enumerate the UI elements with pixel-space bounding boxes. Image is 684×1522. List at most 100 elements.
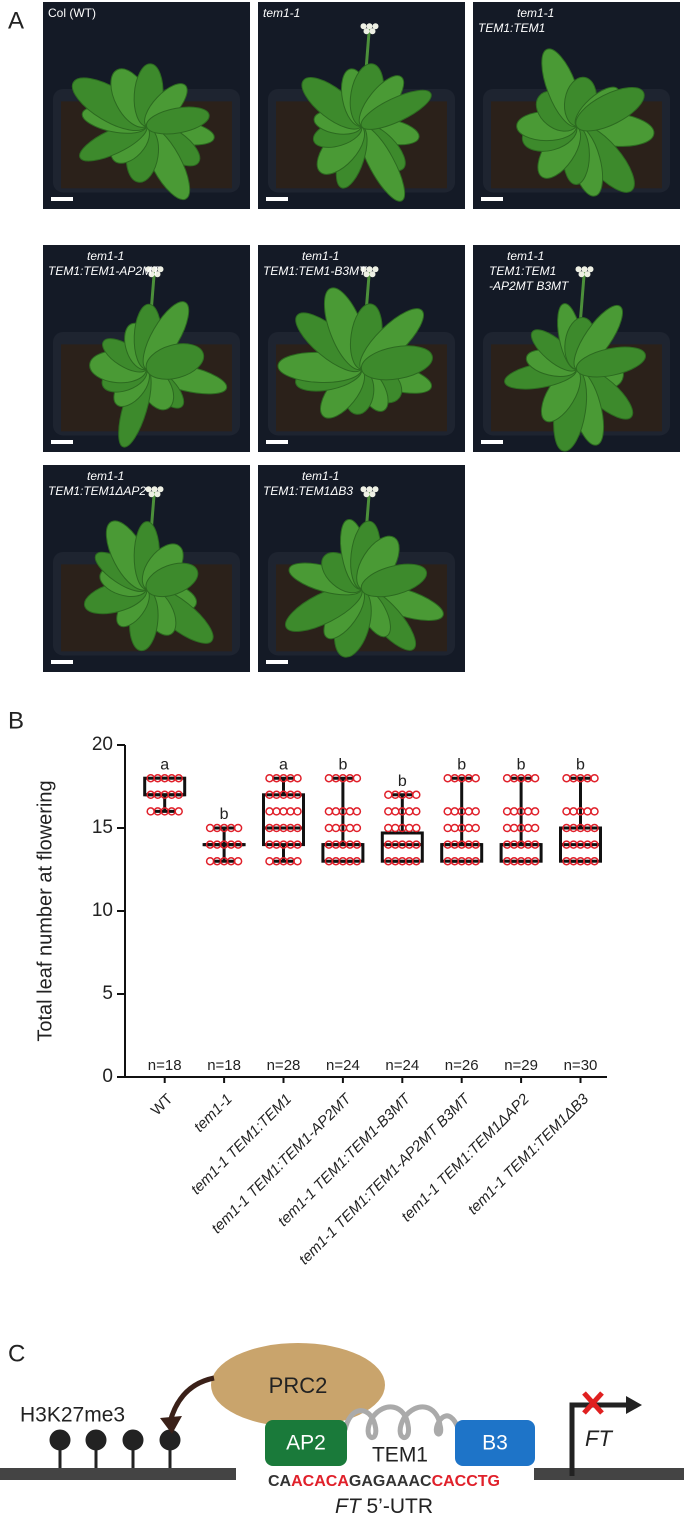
data-point <box>412 807 421 816</box>
panel-label: A <box>8 7 24 34</box>
data-point <box>523 823 533 833</box>
data-point <box>509 823 519 833</box>
data-point <box>324 823 334 833</box>
data-point <box>562 773 571 783</box>
data-point <box>530 807 540 816</box>
data-point <box>530 823 540 833</box>
scale-bar <box>266 660 288 664</box>
scale-bar <box>481 197 503 201</box>
flower <box>366 266 373 273</box>
photo-panel: Col (WT) tem1-1 tem1-1TEM1:TEM1tem1-1TEM1:… <box>43 2 680 672</box>
data-point <box>502 823 512 833</box>
n-label: n=26 <box>445 1057 479 1074</box>
data-point <box>502 807 512 816</box>
data-point <box>265 773 274 783</box>
data-point <box>293 790 302 800</box>
leaf <box>575 346 646 378</box>
flower <box>363 271 370 278</box>
scale-bar <box>51 197 73 201</box>
coil <box>342 1404 461 1441</box>
n-label: n=24 <box>385 1057 419 1074</box>
data-point <box>391 807 400 816</box>
box <box>380 831 424 863</box>
data-point <box>530 856 540 866</box>
flower <box>581 266 588 273</box>
sequence-segment: ACACA <box>291 1473 349 1490</box>
gene-label: FT <box>585 1426 613 1451</box>
photo: Col (WT) <box>43 2 250 209</box>
x-tick-label: WT <box>148 1091 177 1120</box>
diagram: PRC2 H3K27me3 AP2 TEM1 B3 FT CAACACAGAGA… <box>0 1343 684 1518</box>
nucleosomes <box>49 1429 181 1468</box>
n-label: n=18 <box>207 1057 241 1074</box>
flower <box>360 266 367 273</box>
n-label: n=18 <box>148 1057 182 1074</box>
flower <box>369 271 376 278</box>
flower <box>578 271 585 278</box>
data-point <box>233 840 243 849</box>
data-point <box>205 856 215 866</box>
photo-caption: tem1-1 <box>507 249 544 263</box>
sequence: CAACACAGAGAAACCACCTG <box>268 1473 500 1490</box>
photo-caption: TEM1:TEM1 <box>489 264 556 278</box>
data-point <box>509 807 519 816</box>
photo: tem1-1 <box>258 2 465 209</box>
data-point <box>443 773 452 783</box>
data-point <box>523 807 533 816</box>
photo-caption: TEM1:TEM1 <box>478 21 545 35</box>
photo-caption: tem1-1 <box>87 469 124 483</box>
scale-bar <box>481 440 503 444</box>
promoter-arrow <box>569 1402 628 1476</box>
flower <box>369 28 376 35</box>
significance-letter: b <box>338 756 347 773</box>
b3-label: B3 <box>482 1432 508 1455</box>
flower <box>372 23 379 30</box>
box-group: b <box>321 756 365 866</box>
sequence-segment: GAGAAAC <box>349 1473 432 1490</box>
y-tick-label: 15 <box>92 817 113 838</box>
data-point <box>412 790 421 800</box>
ap2-label: AP2 <box>286 1432 326 1455</box>
photo-caption: Col (WT) <box>48 6 96 20</box>
flower <box>151 486 158 493</box>
y-axis-label: Total leaf number at flowering <box>34 780 56 1041</box>
flower <box>363 491 370 498</box>
data-point <box>391 823 400 833</box>
x-tick-label: tem1-1 <box>191 1091 236 1136</box>
data-point <box>530 773 540 783</box>
leaf <box>145 562 199 598</box>
data-point <box>464 823 473 833</box>
repression-mark <box>582 1391 604 1415</box>
significance-letter: b <box>457 756 466 773</box>
data-point <box>293 856 302 866</box>
data-point <box>345 823 355 833</box>
data-point <box>471 807 480 816</box>
box-group: b <box>202 806 246 866</box>
data-point <box>174 790 183 800</box>
y-tick-label: 5 <box>102 983 113 1004</box>
photo-caption: -AP2MT B3MT <box>489 279 570 293</box>
data-point <box>384 790 393 800</box>
flower <box>575 266 582 273</box>
panel-label: C <box>8 1340 25 1367</box>
dna <box>0 1468 236 1480</box>
utr-gene: FT <box>335 1495 363 1518</box>
photo-caption: tem1-1 <box>87 249 124 263</box>
leaf <box>575 86 645 132</box>
photo-caption: TEM1:TEM1ΔAP2 <box>48 484 146 498</box>
flower <box>157 266 164 273</box>
arrow-head <box>626 1396 642 1414</box>
data-point <box>471 856 480 866</box>
flower <box>148 491 155 498</box>
x-tick-label: tem1-1 TEM1:TEM1ΔB3 <box>465 1090 593 1218</box>
box <box>321 843 365 863</box>
data-point <box>471 840 480 849</box>
data-point <box>450 823 459 833</box>
flower <box>157 486 164 493</box>
flower <box>584 271 591 278</box>
box-group: b <box>440 756 484 866</box>
photo-caption: tem1-1 <box>517 6 554 20</box>
photo-caption: tem1-1 <box>302 249 339 263</box>
